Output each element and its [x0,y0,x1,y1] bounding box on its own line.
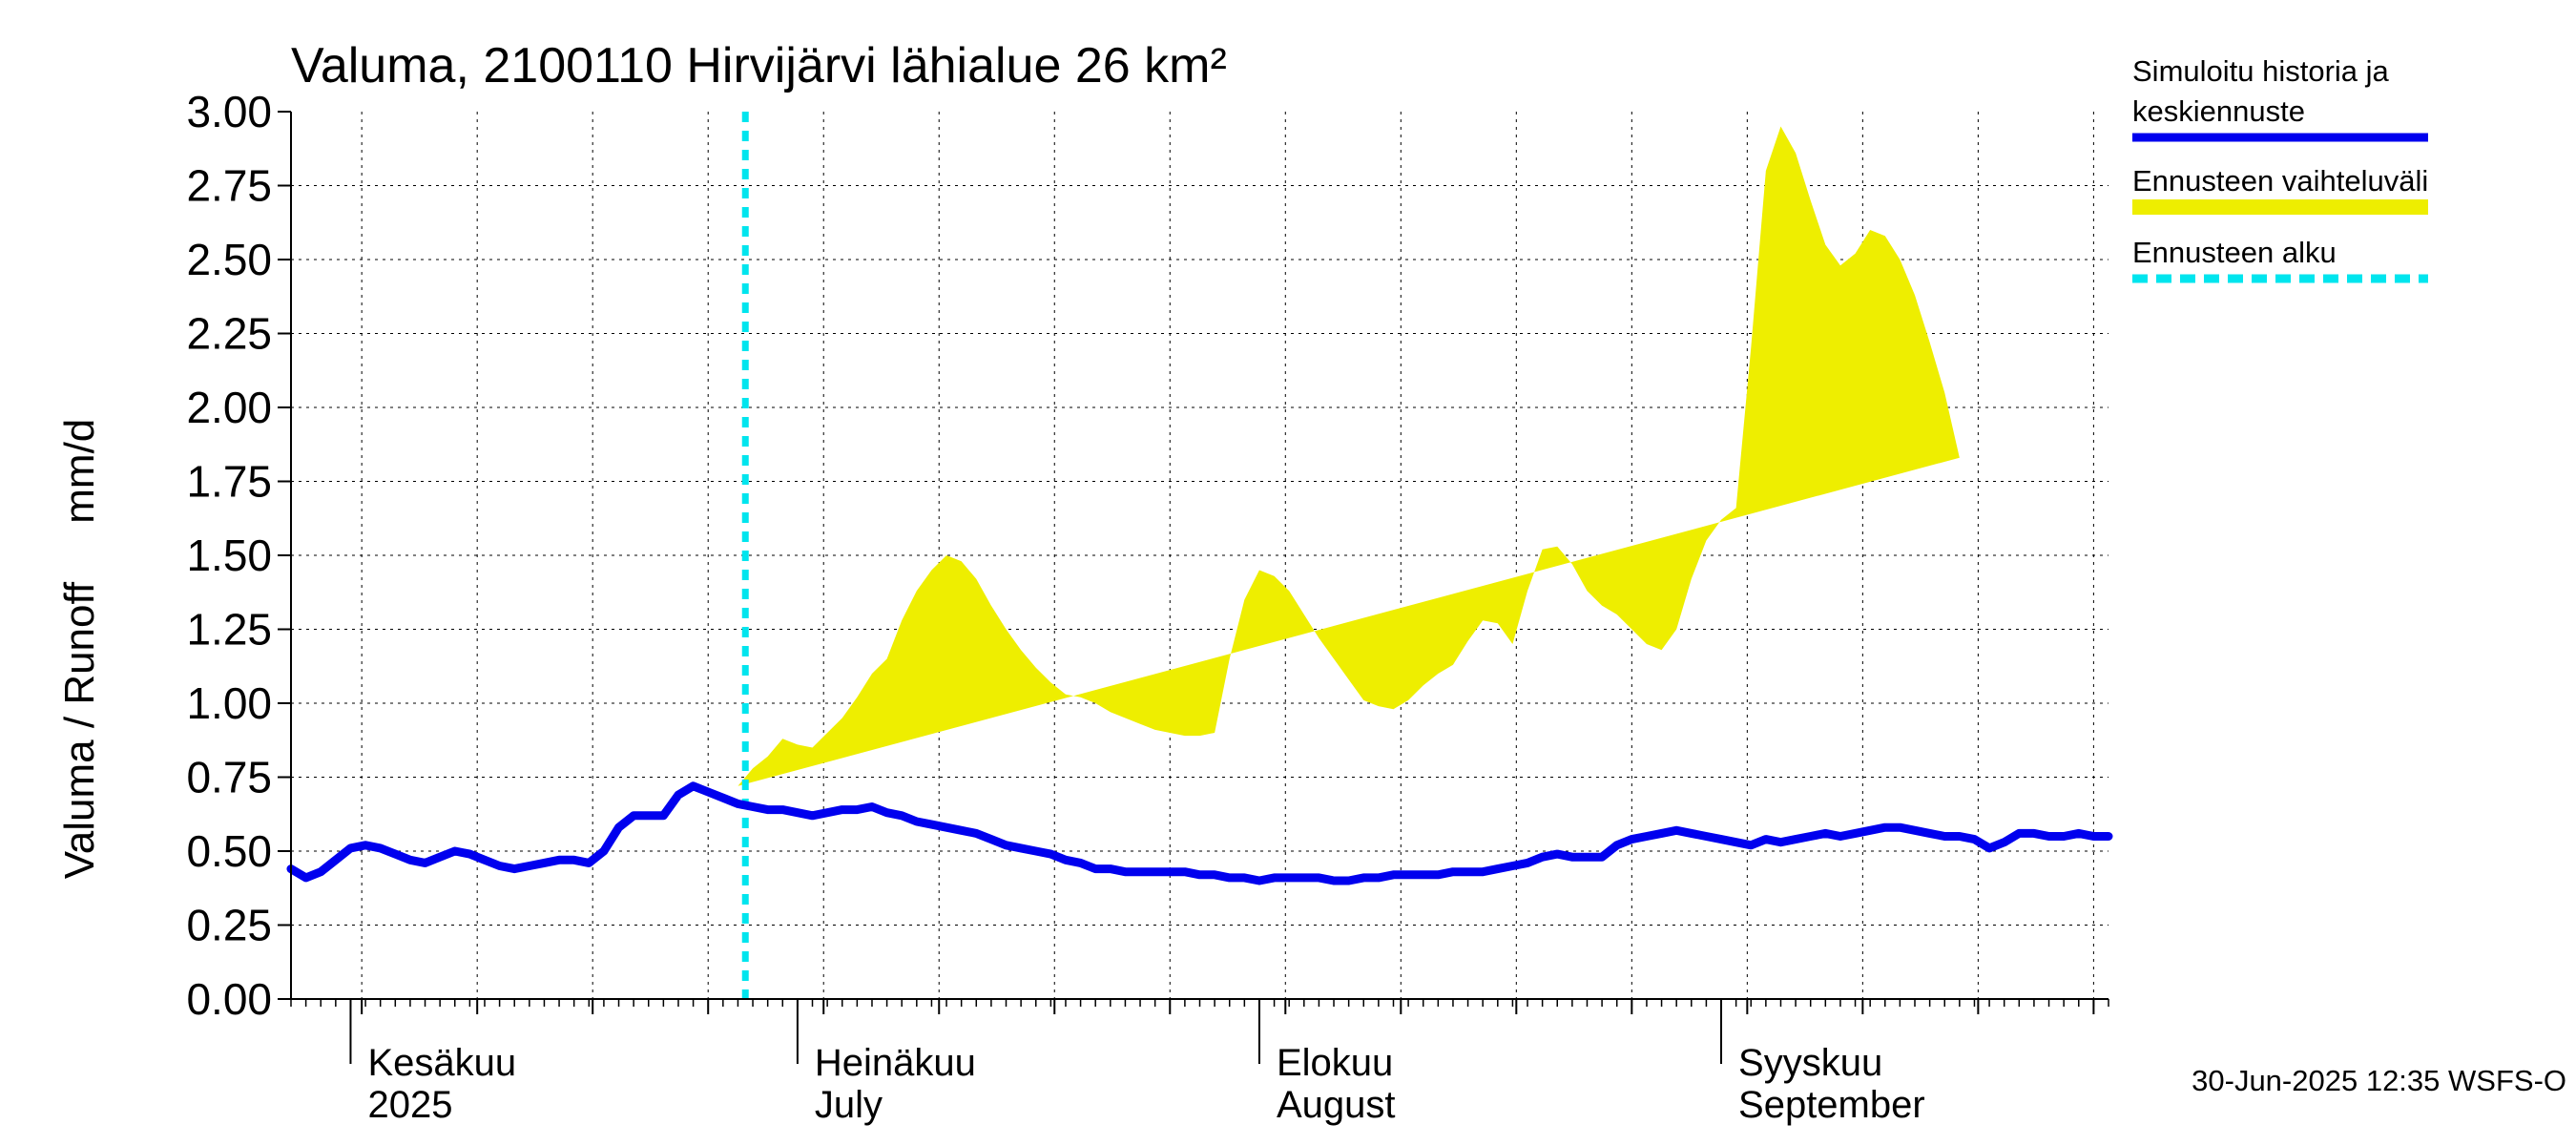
simulated-runoff-line [286,781,2113,885]
y-tick-label: 1.50 [186,531,272,580]
month-label-fi: Syyskuu [1738,1042,1882,1084]
month-label-fi: Kesäkuu [367,1042,516,1084]
y-tick-label: 0.00 [186,974,272,1024]
y-tick-label: 2.25 [186,309,272,359]
y-tick-label: 1.00 [186,678,272,728]
y-axis-label: Valuma / Runoff mm/d [56,419,103,880]
legend-label-history: keskiennuste [2132,94,2305,128]
y-tick-label: 1.75 [186,457,272,507]
chart-title: Valuma, 2100110 Hirvijärvi lähialue 26 k… [291,38,1227,94]
legend-label-history: Simuloitu historia ja [2132,54,2390,88]
month-label-en: September [1738,1084,1925,1126]
y-tick-label: 2.00 [186,383,272,432]
legend-label-range: Ennusteen vaihteluväli [2132,164,2428,198]
y-tick-label: 0.75 [186,753,272,802]
y-tick-label: 1.25 [186,605,272,655]
y-tick-label: 2.75 [186,161,272,211]
month-label-en: August [1277,1084,1396,1126]
forecast-range-band [737,126,1960,786]
legend-label-start: Ennusteen alku [2132,236,2337,269]
month-label-fi: Elokuu [1277,1042,1393,1084]
y-tick-label: 0.50 [186,826,272,876]
y-tick-label: 3.00 [186,87,272,136]
month-label-fi: Heinäkuu [815,1042,976,1084]
plot-area [286,112,2113,999]
axes: 0.00 0.25 0.50 0.75 1.00 1.25 1.50 1.75 2.00 2.25… [186,87,2109,1126]
month-label-en: July [815,1084,883,1126]
month-label-en: 2025 [367,1084,452,1126]
y-tick-label: 2.50 [186,235,272,284]
legend: Simuloitu historia ja keskiennuste Ennuste… [2132,54,2428,283]
footer-timestamp: 30-Jun-2025 12:35 WSFS-O [2192,1064,2566,1097]
y-tick-label: 0.25 [186,901,272,950]
